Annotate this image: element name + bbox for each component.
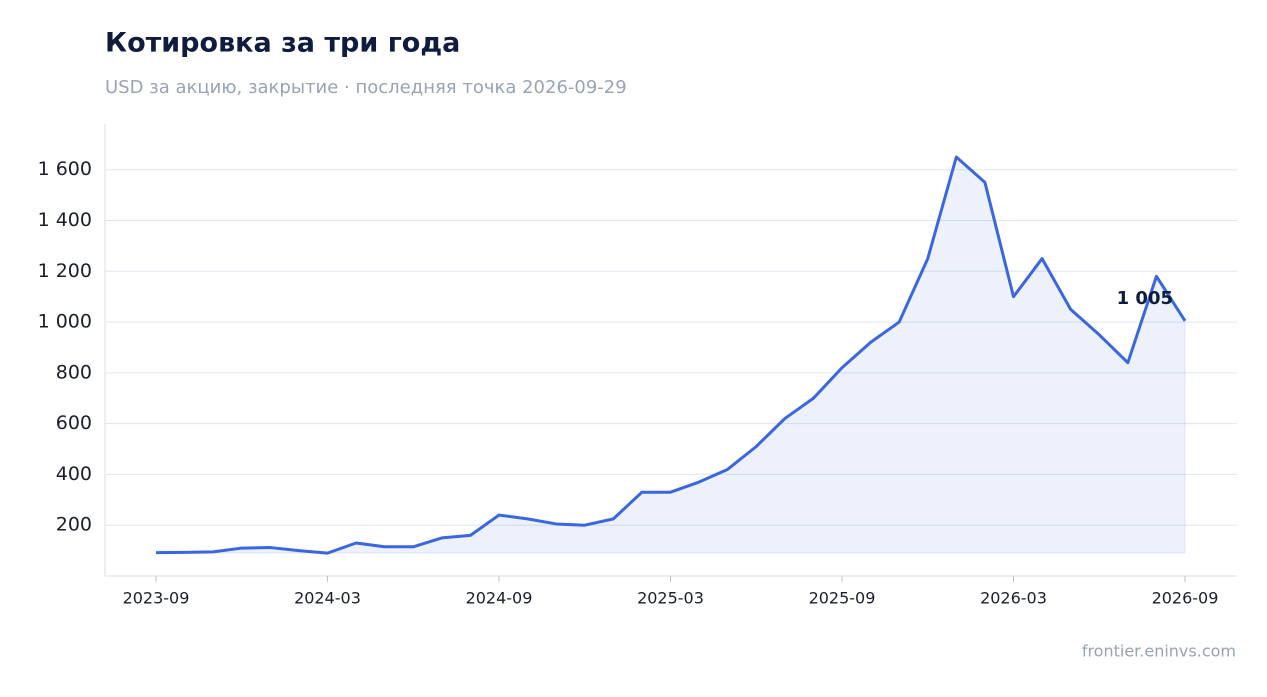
x-tick-label: 2026-03	[980, 589, 1047, 608]
x-tick-label: 2026-09	[1152, 589, 1219, 608]
line	[155, 155, 1187, 555]
last-value-label: 1 005	[1117, 288, 1173, 309]
y-tick-label: 1 400	[38, 209, 92, 231]
chart-subtitle: USD за акцию, закрытие · последняя точка…	[105, 77, 627, 98]
y-tick-label: 1 200	[38, 260, 92, 282]
y-tick-label: 200	[56, 514, 92, 536]
y-tick-label: 1 600	[38, 158, 92, 180]
x-tick-label: 2023-09	[123, 589, 190, 608]
source: frontier.eninvs.com	[1082, 642, 1236, 661]
area	[155, 156, 1186, 554]
y-tick-label: 600	[56, 412, 92, 434]
x-tick-label: 2024-03	[294, 589, 361, 608]
x-tick-label: 2024-09	[466, 589, 533, 608]
x-tick-label: 2025-03	[637, 589, 704, 608]
chart-title: Котировка за три года	[105, 28, 460, 59]
y-tick-label: 400	[56, 463, 92, 485]
y-tick-label: 800	[56, 361, 92, 383]
x-tick-label: 2025-09	[809, 589, 876, 608]
y-tick-label: 1 000	[38, 311, 92, 333]
